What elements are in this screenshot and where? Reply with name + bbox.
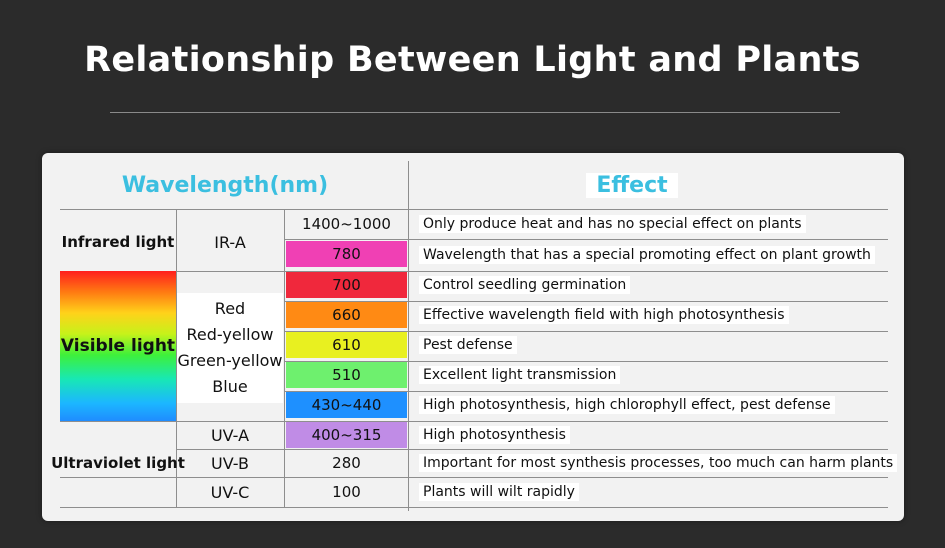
row-rule-1 <box>284 239 888 240</box>
row-rule-6 <box>284 391 888 392</box>
row-rule-3 <box>284 301 888 302</box>
row-rule-9 <box>60 477 888 478</box>
effect-cell: Effective wavelength field with high pho… <box>414 303 894 327</box>
effect-cell: High photosynthesis, high chlorophyll ef… <box>414 393 894 417</box>
subtype-uv-c: UV-C <box>210 482 250 502</box>
subtype-red-yellow: Red-yellow <box>186 325 274 344</box>
wavelength-cell: 100 <box>286 479 407 505</box>
wavelength-cell: 430~440 <box>286 392 407 418</box>
wavelength-cell: 510 <box>286 362 407 388</box>
effect-cell: Plants will wilt rapidly <box>414 480 894 504</box>
subtype-blue: Blue <box>212 377 248 396</box>
title-divider <box>110 112 840 113</box>
subtype-ir-a: IR-A <box>214 232 246 252</box>
wavelength-cell: 660 <box>286 302 407 328</box>
row-rule-4 <box>284 331 888 332</box>
header-rule <box>60 209 888 210</box>
effect-header: Effect <box>462 165 802 207</box>
column-divider-uv <box>176 421 177 507</box>
wavelength-cell: 700 <box>286 272 407 298</box>
category-visible: Visible light <box>60 336 176 356</box>
effect-cell: Important for most synthesis processes, … <box>414 451 898 475</box>
effect-cell: Pest defense <box>414 333 894 357</box>
wavelength-cell: 610 <box>286 332 407 358</box>
visible-spectrum-gradient <box>60 271 176 421</box>
column-divider-ir <box>176 209 177 271</box>
light-table-card: Wavelength(nm) Effect Infrared light Vis… <box>42 153 904 521</box>
effect-cell: Excellent light transmission <box>414 363 894 387</box>
wavelength-cell: 400~315 <box>286 422 407 448</box>
effect-cell: High photosynthesis <box>414 423 894 447</box>
category-infrared: Infrared light <box>61 233 175 251</box>
wavelength-header: Wavelength(nm) <box>121 173 329 198</box>
wavelength-cell: 1400~1000 <box>286 211 407 237</box>
subtype-visible-list: Red Red-yellow Green-yellow Blue <box>177 293 283 403</box>
column-divider-visible <box>176 271 177 421</box>
effect-cell: Only produce heat and has no special eff… <box>414 212 894 236</box>
column-divider-sub <box>284 209 285 507</box>
row-rule-5 <box>284 361 888 362</box>
subtype-uv-a: UV-A <box>210 425 250 445</box>
column-divider-main <box>408 161 409 511</box>
category-ultraviolet: Ultraviolet light <box>51 454 185 472</box>
row-rule-8 <box>176 449 888 450</box>
row-rule-10 <box>60 507 888 508</box>
subtype-green-yellow: Green-yellow <box>177 351 283 370</box>
page-title: Relationship Between Light and Plants <box>84 40 861 80</box>
row-rule-7 <box>60 421 888 422</box>
subtype-red: Red <box>214 299 246 318</box>
wavelength-cell: 280 <box>286 450 407 476</box>
effect-cell: Control seedling germination <box>414 273 894 297</box>
wavelength-cell: 780 <box>286 241 407 267</box>
subtype-uv-b: UV-B <box>211 453 249 473</box>
effect-cell: Wavelength that has a special promoting … <box>414 243 894 267</box>
row-rule-2 <box>60 271 888 272</box>
